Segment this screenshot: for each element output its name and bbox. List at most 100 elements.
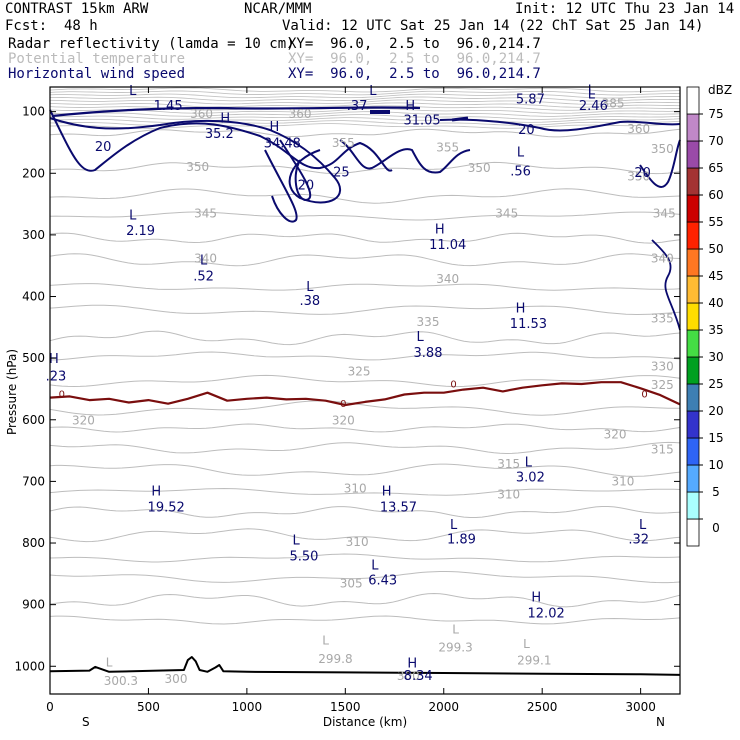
colorbar-label: 65 xyxy=(708,161,723,175)
colorbar-label: 0 xyxy=(712,521,720,535)
wind-label: 11.04 xyxy=(429,238,466,253)
colorbar-label: 30 xyxy=(708,350,723,364)
colorbar-label: 35 xyxy=(708,323,723,337)
theta-label: 300.3 xyxy=(104,674,138,688)
field-reflectivity-name: Radar reflectivity (lamda = 10 cm) xyxy=(8,36,295,52)
wind-label: 6.43 xyxy=(368,573,397,588)
wind-label: .56 xyxy=(510,165,531,180)
colorbar-swatch xyxy=(686,356,700,385)
theta-contour xyxy=(49,102,681,108)
theta-contour xyxy=(49,400,680,416)
theta-label: 385 xyxy=(602,96,625,110)
theta-label: 325 xyxy=(651,378,674,392)
theta-label: 360 xyxy=(289,107,312,121)
theta-label: 299.1 xyxy=(517,653,551,667)
wind-contour xyxy=(339,139,471,174)
colorbar-swatch xyxy=(686,437,700,466)
wind-speed-contours xyxy=(49,106,681,331)
y-tick-label: 600 xyxy=(22,413,45,427)
y-tick-label: 800 xyxy=(22,536,45,550)
y-tick-label: 200 xyxy=(22,166,45,180)
theta-label: 350 xyxy=(651,142,674,156)
wind-label: H xyxy=(531,591,541,606)
theta-contour xyxy=(49,488,681,496)
wind-label: H xyxy=(270,120,280,135)
wind-label: L xyxy=(639,518,647,533)
wind-label: 20 xyxy=(298,178,315,193)
organization: NCAR/MMM xyxy=(244,1,312,17)
theta-label: 345 xyxy=(653,207,676,221)
colorbar-label: 20 xyxy=(708,404,723,418)
colorbar-swatch xyxy=(686,518,700,547)
x-tick-label: 500 xyxy=(137,700,160,714)
wind-label: H xyxy=(220,112,230,127)
theta-label: 345 xyxy=(495,207,518,221)
wind-label: .37 xyxy=(347,99,368,114)
y-tick-label: 100 xyxy=(22,105,45,119)
freezing-level-line xyxy=(49,381,681,407)
theta-contour xyxy=(50,96,681,102)
wind-label: 20 xyxy=(95,140,112,155)
colorbar-swatch xyxy=(686,491,700,520)
theta-label: L xyxy=(452,623,459,637)
theta-label: 310 xyxy=(611,475,634,489)
theta-contour xyxy=(49,423,681,433)
theta-contour xyxy=(49,528,681,543)
theta-label: L xyxy=(106,655,113,669)
x-tick-label: 2500 xyxy=(527,700,558,714)
y-tick-label: 1000 xyxy=(14,659,45,673)
colorbar-swatch xyxy=(686,248,700,277)
theta-label: 335 xyxy=(417,315,440,329)
wind-label: 34.48 xyxy=(264,136,301,151)
x-tick-label: 2000 xyxy=(428,700,459,714)
theta-label: 355 xyxy=(436,141,459,155)
theta-label: 305 xyxy=(340,576,363,590)
wind-label: .32 xyxy=(628,533,649,548)
wind-label: 5.50 xyxy=(289,549,318,564)
terrain-surface xyxy=(49,656,681,676)
theta-label: L xyxy=(322,634,329,648)
wind-label: 2.46 xyxy=(579,99,608,114)
wind-label: L xyxy=(129,84,137,99)
theta-label: 300 xyxy=(165,672,188,686)
theta-contour xyxy=(49,615,681,625)
theta-label: 330 xyxy=(651,359,674,373)
theta-contour xyxy=(49,232,681,244)
colorbar-label: 5 xyxy=(712,485,720,499)
x-tick-label: 3000 xyxy=(625,700,656,714)
wind-label: 20 xyxy=(634,166,651,181)
theta-contour xyxy=(49,90,681,96)
wind-label: H xyxy=(382,485,392,500)
wind-label: L xyxy=(588,88,596,103)
wind-contour xyxy=(451,116,469,122)
wind-label: 35.2 xyxy=(205,127,234,142)
wind-label: L xyxy=(417,330,425,345)
theta-contour xyxy=(49,253,681,267)
theta-label: 355 xyxy=(332,136,355,150)
wind-label: H xyxy=(435,223,445,238)
theta-contour xyxy=(49,99,681,105)
colorbar-swatch xyxy=(686,302,700,331)
theta-contour xyxy=(49,374,681,388)
theta-label: 340 xyxy=(651,252,674,266)
wind-label: L xyxy=(292,533,300,548)
wind-label: 3.02 xyxy=(516,470,545,485)
wind-label: 25 xyxy=(333,165,350,180)
wind-contour xyxy=(51,106,421,118)
freezing-level xyxy=(49,381,681,407)
theta-contour xyxy=(49,211,681,221)
wind-label: 8.34 xyxy=(404,669,433,684)
colorbar-label: 25 xyxy=(708,377,723,391)
theta-label: L xyxy=(523,637,530,651)
colorbar-label: 15 xyxy=(708,431,723,445)
wind-label: L xyxy=(525,456,533,471)
colorbar-unit: dBZ xyxy=(708,83,732,97)
colorbar-swatch xyxy=(686,113,700,142)
theta-label: 340 xyxy=(194,252,217,266)
theta-label: 310 xyxy=(346,535,369,549)
theta-label: 360 xyxy=(627,122,650,136)
theta-contour xyxy=(49,108,681,114)
theta-contour xyxy=(49,188,681,204)
wind-label: .23 xyxy=(46,369,67,384)
theta-contour xyxy=(49,111,681,117)
